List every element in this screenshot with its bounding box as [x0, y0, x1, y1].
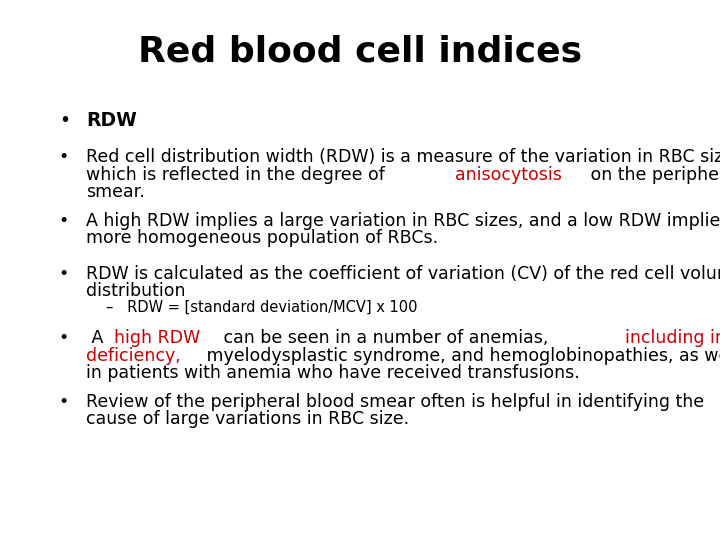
Text: including iron: including iron: [626, 329, 720, 347]
Text: •: •: [59, 329, 69, 347]
Text: Red cell distribution width (RDW) is a measure of the variation in RBC size,: Red cell distribution width (RDW) is a m…: [86, 148, 720, 166]
Text: anisocytosis: anisocytosis: [455, 166, 562, 184]
Text: •: •: [59, 265, 69, 283]
Text: myelodysplastic syndrome, and hemoglobinopathies, as well as: myelodysplastic syndrome, and hemoglobin…: [201, 347, 720, 364]
Text: •: •: [59, 111, 70, 130]
Text: Review of the peripheral blood smear often is helpful in identifying the: Review of the peripheral blood smear oft…: [86, 393, 704, 411]
Text: •: •: [59, 148, 69, 166]
Text: smear.: smear.: [86, 183, 145, 201]
Text: on the peripheral blood: on the peripheral blood: [585, 166, 720, 184]
Text: RDW is calculated as the coefficient of variation (CV) of the red cell volume: RDW is calculated as the coefficient of …: [86, 265, 720, 283]
Text: which is reflected in the degree of: which is reflected in the degree of: [86, 166, 390, 184]
Text: •: •: [59, 212, 69, 230]
Text: A: A: [86, 329, 109, 347]
Text: distribution: distribution: [86, 282, 185, 300]
Text: deficiency,: deficiency,: [86, 347, 181, 364]
Text: •: •: [59, 393, 69, 411]
Text: –   RDW = [standard deviation/MCV] x 100: – RDW = [standard deviation/MCV] x 100: [107, 300, 418, 315]
Text: A high RDW implies a large variation in RBC sizes, and a low RDW implies a: A high RDW implies a large variation in …: [86, 212, 720, 230]
Text: in patients with anemia who have received transfusions.: in patients with anemia who have receive…: [86, 364, 580, 382]
Text: RDW: RDW: [86, 111, 137, 130]
Text: Red blood cell indices: Red blood cell indices: [138, 35, 582, 69]
Text: cause of large variations in RBC size.: cause of large variations in RBC size.: [86, 410, 409, 428]
Text: high RDW: high RDW: [114, 329, 199, 347]
Text: can be seen in a number of anemias,: can be seen in a number of anemias,: [218, 329, 554, 347]
Text: more homogeneous population of RBCs.: more homogeneous population of RBCs.: [86, 230, 438, 247]
